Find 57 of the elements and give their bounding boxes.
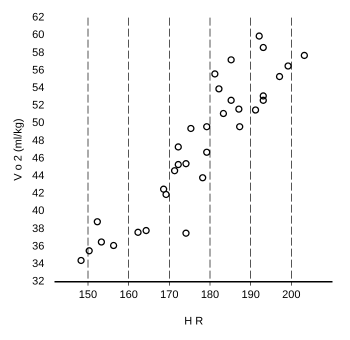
y-tick-label: 32 <box>32 276 44 288</box>
x-tick-label: 190 <box>241 289 260 302</box>
x-tick-label: 180 <box>200 289 220 302</box>
point <box>260 44 267 52</box>
point <box>162 190 170 198</box>
y-tick-label: 42 <box>32 188 44 200</box>
y-tick-label: 48 <box>32 134 44 147</box>
y-tick-label: 56 <box>32 64 44 76</box>
y-tick-label: 40 <box>32 205 44 218</box>
point <box>284 62 292 70</box>
point <box>215 85 223 93</box>
point <box>160 186 168 193</box>
point <box>260 92 267 100</box>
y-axis-title: V o 2 (ml/kg) <box>12 118 25 181</box>
point <box>174 160 182 168</box>
x-tick-label: 150 <box>78 289 98 302</box>
point <box>86 247 93 254</box>
point <box>236 123 244 130</box>
y-tick-label: 50 <box>32 117 44 130</box>
point <box>220 110 228 118</box>
point <box>110 242 118 250</box>
point <box>77 256 85 264</box>
point <box>94 218 101 226</box>
y-tick-label: 34 <box>32 258 44 270</box>
point <box>182 230 190 237</box>
y-tick-label: 44 <box>32 170 44 182</box>
y-tick-label: 38 <box>32 222 44 235</box>
point <box>256 32 263 40</box>
x-tick-label: 170 <box>160 289 178 302</box>
point <box>227 96 235 104</box>
point <box>300 52 308 60</box>
point <box>134 228 142 236</box>
point <box>98 238 106 246</box>
point <box>203 123 210 130</box>
point <box>187 124 195 132</box>
y-tick-label: 54 <box>32 82 44 94</box>
y-tick-label: 52 <box>32 100 44 112</box>
point <box>260 96 267 104</box>
point <box>235 105 243 113</box>
y-tick-label: 58 <box>32 46 44 59</box>
x-tick-label: 200 <box>282 289 301 302</box>
y-tick-label: 46 <box>32 152 44 164</box>
point <box>170 167 178 174</box>
y-tick-label: 36 <box>32 240 44 252</box>
point <box>252 106 260 114</box>
y-tick-label: 60 <box>32 29 44 42</box>
point <box>199 174 206 182</box>
x-tick-label: 160 <box>119 289 138 302</box>
x-axis-title: H R <box>184 315 204 328</box>
point <box>276 72 284 80</box>
point <box>142 226 150 234</box>
point <box>211 70 219 78</box>
point <box>174 143 182 151</box>
point <box>227 56 235 64</box>
y-tick-label: 62 <box>32 12 44 24</box>
point <box>203 148 210 156</box>
point <box>182 160 190 168</box>
